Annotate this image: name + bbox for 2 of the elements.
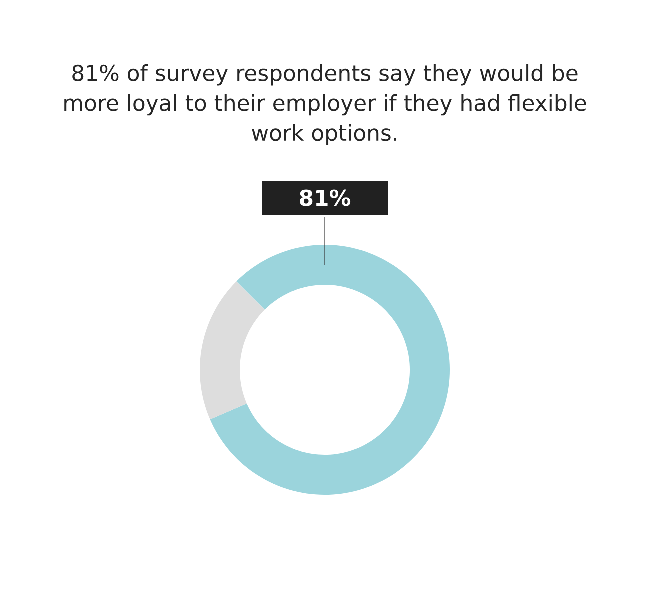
chart-title: 81% of survey respondents say they would be more loyal to their employer if they had flexible work options.: [64, 64, 586, 146]
data-label: 81%: [300, 190, 351, 206]
